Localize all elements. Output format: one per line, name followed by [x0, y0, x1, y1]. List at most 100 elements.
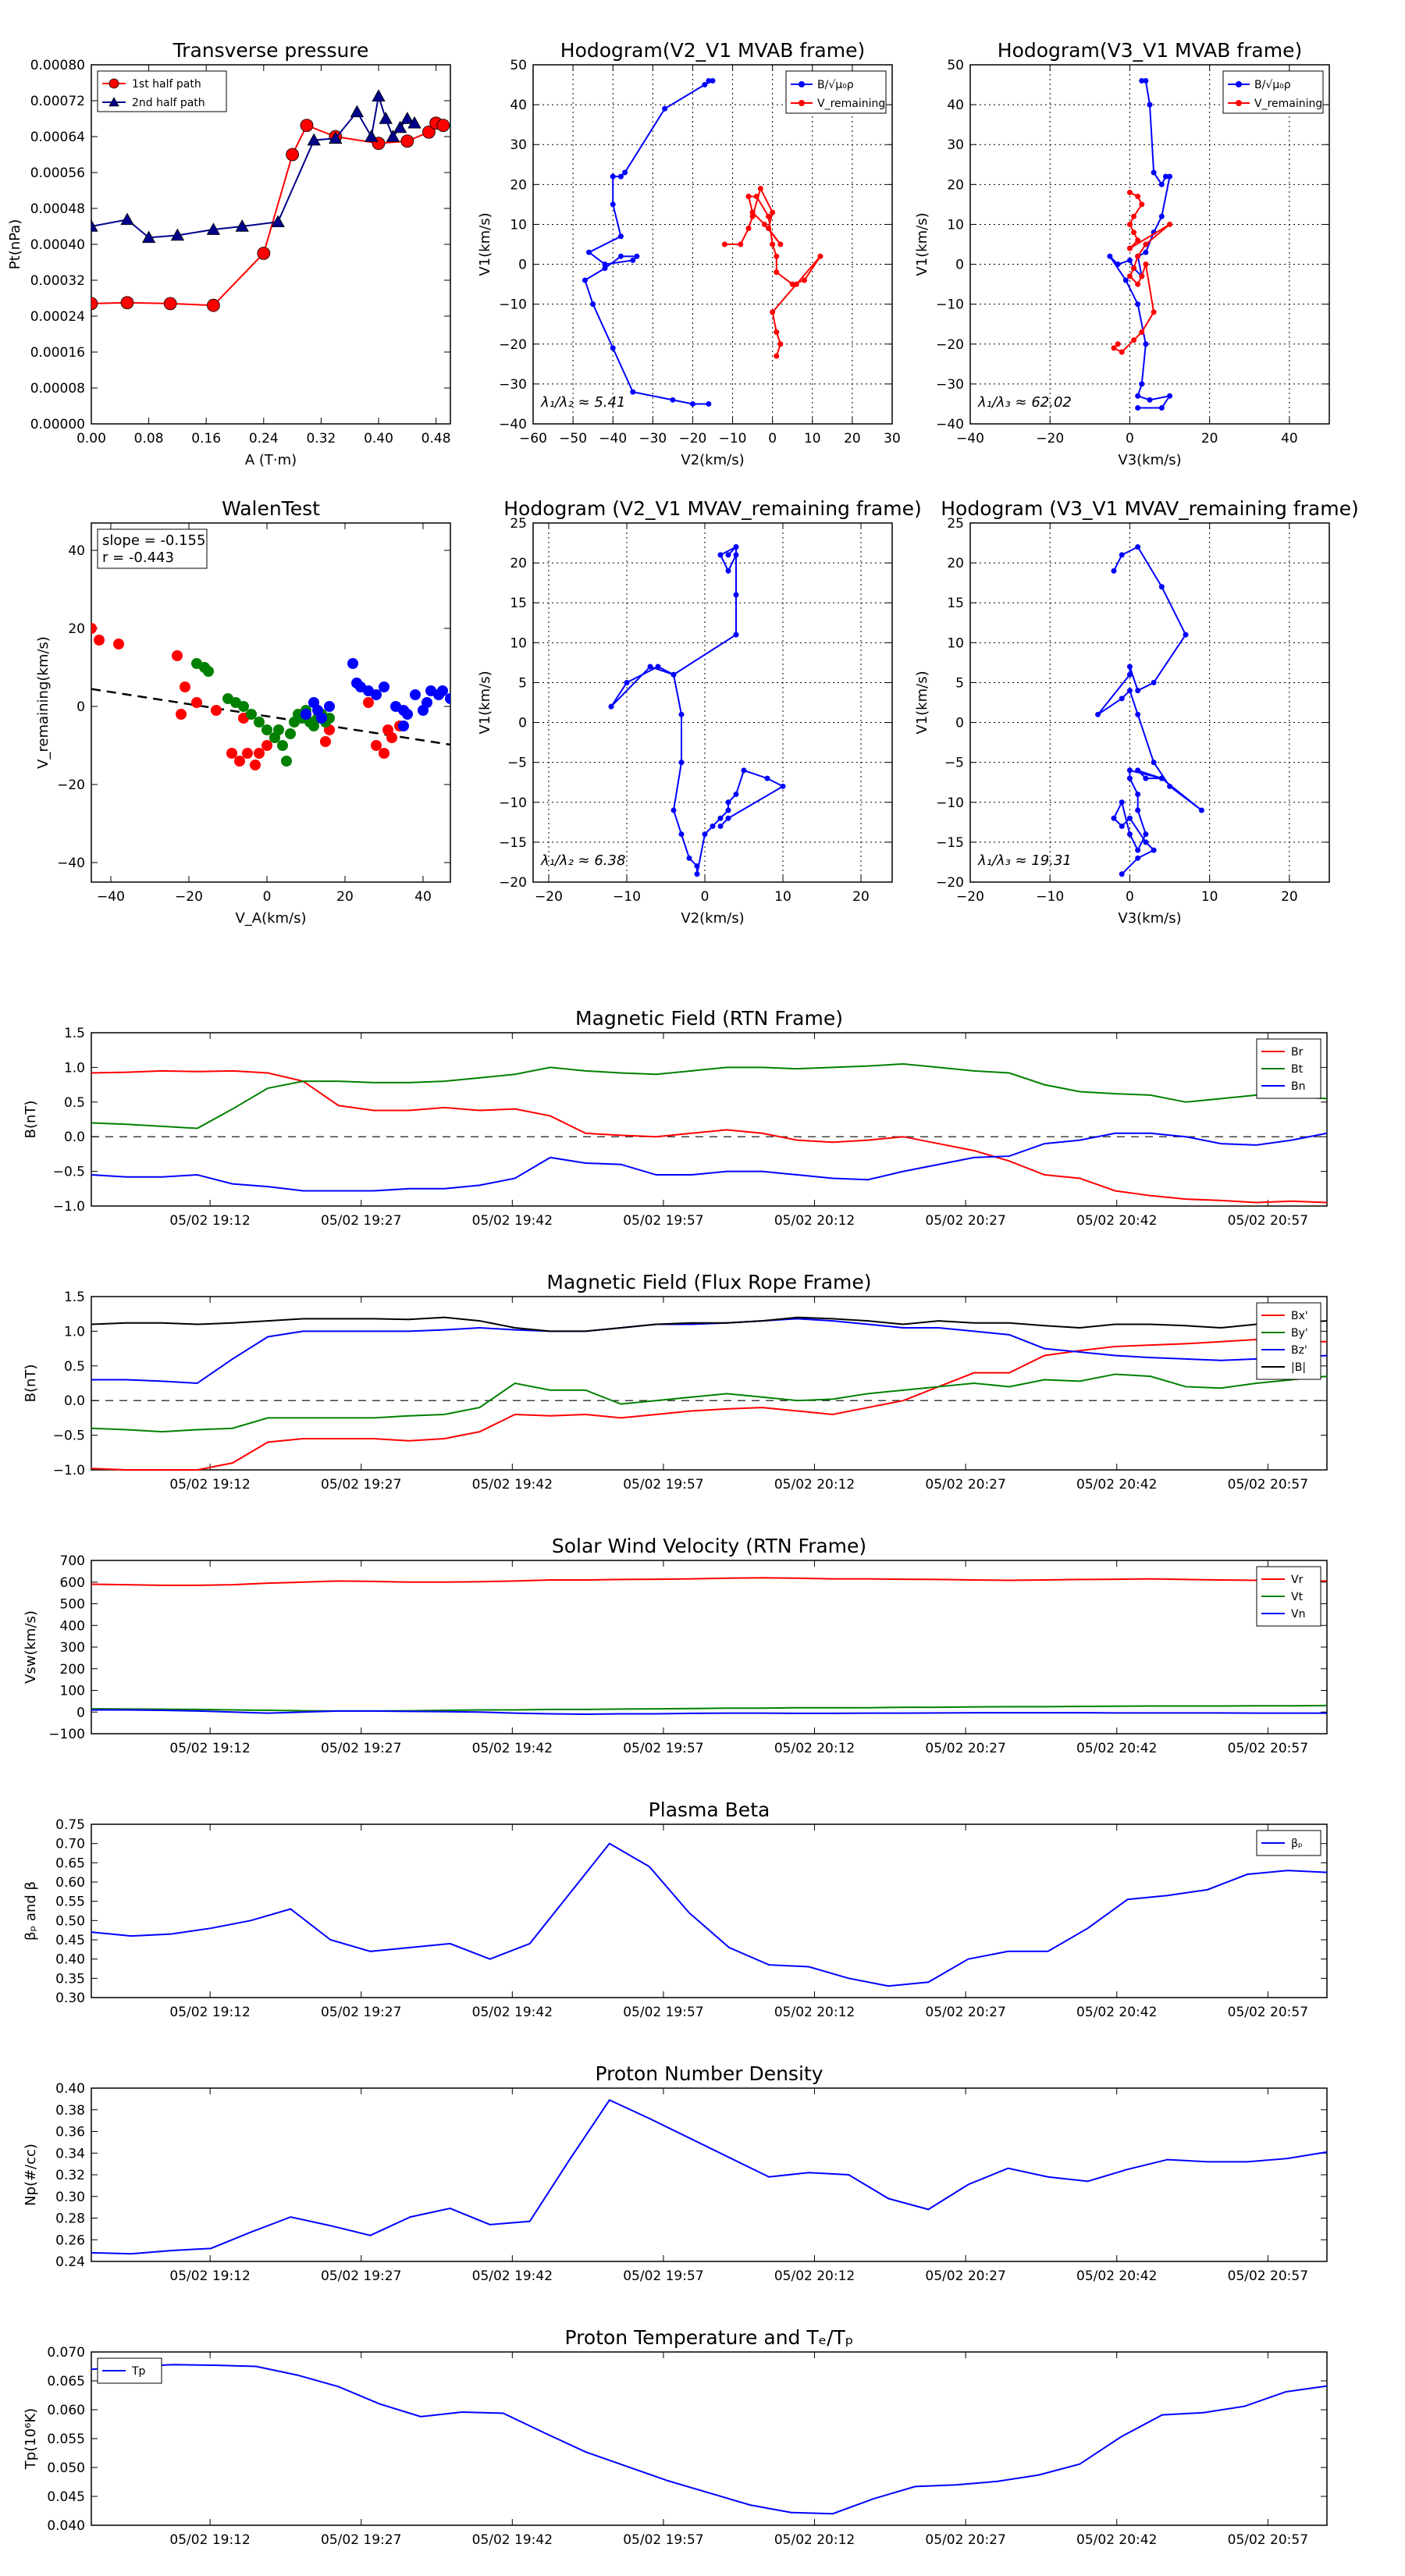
x-tick-label: 05/02 20:42: [1076, 1741, 1157, 1756]
x-tick-label: 05/02 20:27: [925, 2532, 1005, 2548]
data-point: [1143, 831, 1149, 838]
y-tick-label: 0: [518, 258, 527, 273]
data-point: [400, 112, 414, 124]
x-tick-label: 05/02 19:57: [623, 1213, 703, 1229]
y-tick-label: 0.28: [55, 2211, 85, 2227]
x-axis-label: V2(km/s): [681, 452, 744, 468]
data-point: [422, 125, 436, 139]
data-point: [725, 552, 731, 558]
data-point: [1135, 393, 1141, 399]
x-tick-label: 05/02 19:42: [472, 2532, 553, 2548]
y-tick-label: 50: [947, 58, 964, 73]
y-tick-label: 1.5: [64, 1290, 85, 1305]
data-point: [120, 212, 134, 226]
x-tick-label: 05/02 20:42: [1076, 2005, 1157, 2020]
y-tick-label: 0.45: [55, 1933, 85, 1948]
y-tick-label: −5: [944, 756, 964, 771]
data-point: [1131, 213, 1137, 219]
x-tick-label: 0.40: [364, 431, 393, 447]
x-tick-label: 05/02 20:12: [774, 1477, 855, 1493]
data-point: [733, 592, 739, 598]
chart-title: Solar Wind Velocity (RTN Frame): [552, 1535, 866, 1557]
y-tick-label: 0.00000: [30, 417, 85, 432]
data-point: [141, 230, 156, 244]
x-tick-label: 05/02 20:57: [1228, 1741, 1308, 1756]
y-tick-label: 10: [510, 217, 527, 233]
legend: βₚ: [1256, 1830, 1321, 1856]
x-tick-label: −20: [1036, 431, 1064, 447]
data-point: [1147, 101, 1153, 108]
data-point: [745, 226, 752, 232]
x-tick-label: 05/02 20:57: [1228, 1213, 1308, 1229]
data-point: [1126, 664, 1133, 670]
data-point: [1143, 839, 1149, 845]
data-point: [1236, 81, 1242, 87]
data-point: [206, 298, 220, 312]
x-tick-label: 05/02 19:57: [623, 2532, 703, 2548]
data-point: [393, 120, 407, 133]
data-point: [1143, 262, 1149, 268]
data-point: [1139, 329, 1145, 335]
plot-frame: [532, 64, 893, 425]
data-point: [273, 724, 284, 735]
data-point: [610, 201, 616, 208]
data-point: [261, 740, 272, 751]
chart-title: Plasma Beta: [649, 1799, 770, 1821]
series-line: [584, 80, 713, 405]
data-point: [1143, 249, 1149, 255]
legend-label: Bt: [1291, 1063, 1304, 1076]
data-point: [670, 807, 677, 813]
data-point: [372, 89, 386, 102]
data-point: [745, 194, 752, 200]
y-axis-label: V_remaining(km/s): [35, 636, 52, 769]
x-tick-label: 05/02 19:27: [321, 1477, 401, 1493]
data-point: [422, 697, 432, 708]
y-tick-label: 700: [60, 1553, 85, 1569]
x-tick-label: 0: [1126, 431, 1134, 447]
data-point: [725, 815, 731, 821]
x-tick-label: 0.00: [76, 431, 106, 447]
x-tick-label: 10: [1201, 889, 1218, 905]
plot-frame: [91, 1296, 1328, 1471]
x-tick-label: 05/02 20:42: [1076, 2532, 1157, 2548]
y-tick-label: 15: [947, 596, 964, 611]
chart-title: Magnetic Field (RTN Frame): [575, 1007, 843, 1030]
series-line: [91, 1577, 1327, 1586]
data-point: [91, 623, 97, 634]
data-point: [285, 728, 296, 739]
data-point: [316, 713, 327, 724]
data-point: [634, 253, 640, 259]
data-point: [1236, 100, 1242, 106]
x-tick-label: 05/02 20:12: [774, 1213, 855, 1229]
series-line: [1097, 546, 1203, 875]
data-point: [108, 97, 119, 107]
y-tick-label: 0.00016: [30, 345, 85, 361]
data-point: [371, 740, 382, 751]
x-tick-label: 05/02 20:27: [925, 1213, 1005, 1229]
data-point: [320, 736, 331, 747]
x-axis-label: V3(km/s): [1118, 910, 1181, 927]
data-point: [445, 693, 450, 704]
data-point: [590, 301, 596, 308]
data-point: [725, 799, 731, 806]
y-tick-label: 1.5: [64, 1026, 85, 1041]
y-tick-label: 100: [60, 1684, 85, 1699]
y-axis-label: Np(#/cc): [23, 2144, 39, 2206]
legend-label: Bn: [1291, 1080, 1305, 1093]
chart-transverse: Transverse pressure 0.00 0.08 0.16 0.24 0.32 0…: [7, 39, 451, 468]
y-tick-label: −15: [499, 835, 527, 851]
legend-box: [1256, 1302, 1321, 1380]
y-tick-label: 0.32: [55, 2168, 85, 2183]
data-point: [1135, 194, 1141, 200]
legend-label: Bx': [1291, 1310, 1308, 1322]
data-point: [617, 253, 624, 259]
data-point: [706, 400, 712, 407]
stats-text: r = -0.443: [102, 550, 174, 566]
data-point: [757, 185, 763, 191]
data-point: [170, 228, 185, 241]
data-point: [733, 552, 739, 558]
y-tick-label: −40: [936, 417, 964, 432]
x-tick-label: −50: [559, 431, 587, 447]
y-tick-label: 1.0: [64, 1324, 85, 1340]
data-point: [1135, 237, 1141, 244]
